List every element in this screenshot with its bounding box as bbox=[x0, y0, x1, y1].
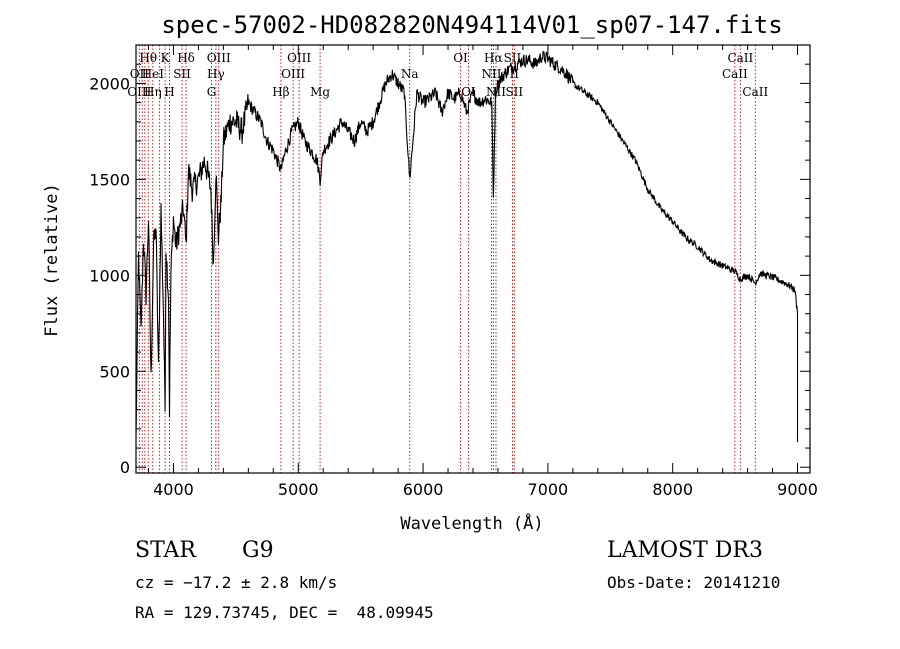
line-label: SII bbox=[504, 51, 522, 65]
line-label: OI bbox=[461, 85, 476, 99]
x-tick-label: 8000 bbox=[652, 480, 693, 499]
sky-coordinates: RA = 129.73745, DEC = 48.09945 bbox=[135, 603, 434, 622]
line-label: G bbox=[207, 85, 217, 99]
x-tick-label: 9000 bbox=[777, 480, 818, 499]
line-label: OII bbox=[130, 67, 150, 81]
line-label: II bbox=[510, 67, 520, 81]
y-tick-label: 1500 bbox=[89, 170, 130, 189]
line-label: Hθ bbox=[139, 51, 157, 65]
line-label: CaII bbox=[742, 85, 768, 99]
y-tick-label: 500 bbox=[99, 362, 130, 381]
y-tick-label: 0 bbox=[120, 458, 130, 477]
line-label: Hη bbox=[144, 85, 162, 99]
line-label: Na bbox=[401, 67, 419, 81]
x-tick-label: 4000 bbox=[153, 480, 194, 499]
line-label: Hγ bbox=[207, 67, 225, 81]
x-tick-label: 7000 bbox=[528, 480, 569, 499]
line-label: CaII bbox=[722, 67, 748, 81]
spectral-subclass: G9 bbox=[242, 538, 274, 563]
chart-title: spec-57002-HD082820N494114V01_sp07-147.f… bbox=[161, 11, 782, 39]
line-label: K bbox=[161, 51, 171, 65]
line-label: OI bbox=[453, 51, 468, 65]
line-label: OIII bbox=[207, 51, 231, 65]
radial-velocity: cz = −17.2 ± 2.8 km/s bbox=[135, 573, 338, 592]
line-label: SII bbox=[505, 85, 523, 99]
line-label: HeI bbox=[142, 67, 165, 81]
line-label: Hβ bbox=[272, 85, 289, 99]
x-tick-label: 6000 bbox=[403, 480, 444, 499]
line-label: H bbox=[164, 85, 174, 99]
y-tick-label: 2000 bbox=[89, 74, 130, 93]
line-label: CaII bbox=[727, 51, 753, 65]
line-label: NII bbox=[481, 67, 501, 81]
spectrum-line bbox=[135, 50, 799, 443]
object-type: STAR bbox=[135, 538, 196, 563]
axis-ticks: 4000 5000 6000 7000 8000 9000 0 500 1000 1500 2000 bbox=[89, 45, 818, 499]
line-label: OIII bbox=[127, 85, 151, 99]
y-tick-label: 1000 bbox=[89, 266, 130, 285]
spectral-line-markers bbox=[138, 45, 756, 473]
line-label: OIII bbox=[281, 67, 305, 81]
line-label: Hα bbox=[484, 51, 503, 65]
x-axis-label: Wavelength (Å) bbox=[400, 512, 543, 534]
line-label: SII bbox=[173, 67, 191, 81]
line-label: OIII bbox=[287, 51, 311, 65]
x-tick-label: 5000 bbox=[278, 480, 319, 499]
line-label: Mg bbox=[310, 85, 330, 99]
y-axis-label: Flux (relative) bbox=[42, 183, 62, 337]
line-label: Hδ bbox=[177, 51, 195, 65]
survey-name: LAMOST DR3 bbox=[607, 538, 763, 563]
observation-date: Obs-Date: 20141210 bbox=[607, 573, 781, 592]
